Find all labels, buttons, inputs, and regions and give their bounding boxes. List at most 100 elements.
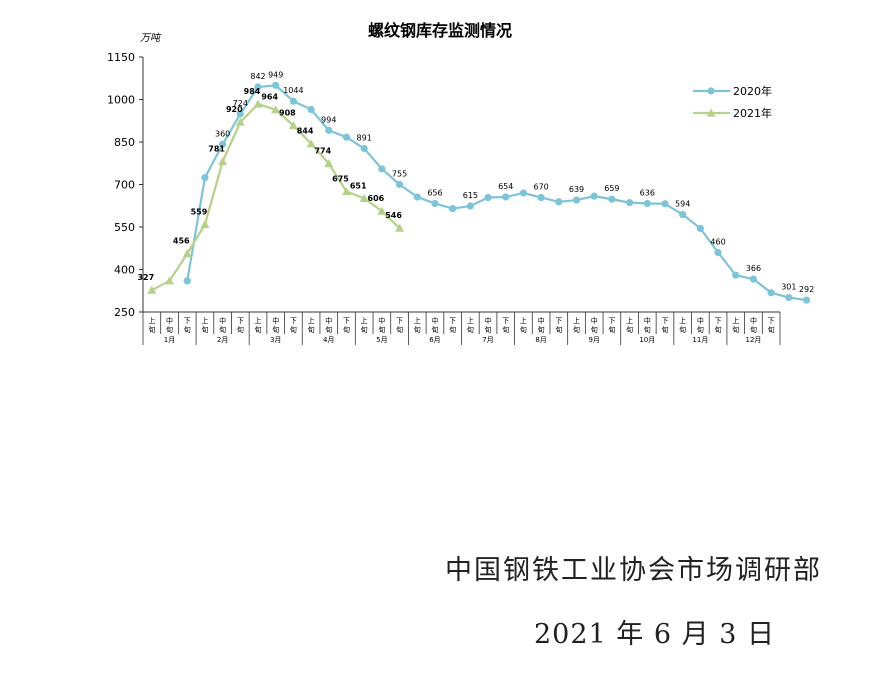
x-period-label: 旬 [573,325,580,334]
x-period-label: 下 [715,317,722,325]
chart-title: 螺纹钢库存监测情况 [368,21,512,40]
x-period-label: 旬 [697,325,704,334]
legend-marker-2020 [707,87,715,95]
data-label-2021: 908 [279,109,296,118]
data-label-2021: 675 [332,175,349,184]
x-period-label: 旬 [467,325,474,334]
data-label-2021: 844 [297,127,314,136]
y-tick-label: 850 [114,136,135,149]
data-label-2020: 366 [746,264,761,273]
data-point-2020 [785,293,793,302]
axes [139,56,781,345]
data-point-2020 [431,199,439,208]
data-point-2020 [696,224,704,233]
x-period-label: 旬 [520,325,527,334]
x-period-label: 旬 [272,325,279,334]
data-label-2021: 781 [208,145,225,154]
x-month-label: 5月 [376,336,387,344]
x-period-label: 中 [219,316,226,325]
x-period-label: 下 [449,317,456,325]
data-label-2020: 994 [321,115,336,124]
y-tick-label: 400 [114,264,135,277]
x-period-label: 旬 [219,325,226,334]
data-label-2020: 891 [357,134,372,143]
data-point-2020 [325,126,333,134]
data-point-2020 [236,110,244,118]
data-label-2020: 636 [640,188,655,197]
data-label-2021: 327 [137,273,154,282]
x-period-label: 中 [485,316,492,325]
x-period-label: 旬 [608,325,615,334]
x-period-label: 中 [538,316,545,325]
data-point-2020 [378,165,386,173]
x-period-label: 旬 [325,325,332,334]
x-period-label: 旬 [378,325,385,334]
data-point-2020 [608,195,616,203]
x-period-label: 上 [626,316,633,325]
data-point-2021 [324,159,334,168]
data-point-2020 [502,193,510,201]
data-point-2020 [625,199,634,207]
x-month-label: 7月 [482,336,493,344]
data-point-2020 [289,97,298,105]
data-point-2020 [342,133,351,141]
data-label-2021: 651 [350,181,367,190]
x-period-label: 旬 [768,325,775,334]
x-period-label: 旬 [449,325,456,334]
data-point-2020 [449,204,457,213]
x-period-label: 旬 [396,325,403,334]
data-label-2021: 984 [244,87,261,96]
x-period-label: 旬 [308,325,315,334]
data-point-2021 [341,187,351,196]
x-period-label: 中 [750,316,757,325]
x-period-label: 旬 [732,325,739,334]
data-point-2021 [377,206,387,215]
x-period-label: 下 [343,317,350,325]
data-point-2021 [271,105,281,114]
data-point-2020 [254,83,262,91]
x-period-label: 旬 [626,325,633,334]
x-period-label: 下 [608,317,615,325]
x-month-label: 9月 [588,336,599,344]
data-point-2021 [253,99,263,108]
x-month-label: 3月 [270,336,281,344]
data-label-2020: 360 [215,129,230,138]
organization-name: 中国钢铁工业协会市场调研部 [445,555,822,586]
x-period-label: 中 [325,316,332,325]
data-label-2020: 670 [533,183,548,192]
x-period-label: 旬 [555,325,562,334]
y-tick-labels: 250 400 550 700 850 1000 1150 [107,51,135,319]
x-month-label: 12月 [745,336,761,344]
data-point-2021 [288,121,298,130]
data-point-2020 [643,199,651,208]
data-point-2021 [306,139,316,148]
data-label-2021: 964 [261,93,278,102]
report-date: 2021 年 6 月 3 日 [534,619,775,650]
data-label-2020: 842 [250,72,265,81]
x-period-label: 中 [166,316,173,325]
x-month-label: 8月 [535,336,546,344]
data-point-2020 [395,180,404,189]
data-label-2020: 292 [799,285,814,294]
data-label-2021: 774 [314,147,331,156]
data-label-2020: 656 [427,188,442,197]
data-point-2020 [572,196,581,204]
x-period-label: 旬 [591,325,598,334]
data-point-2020 [802,296,811,304]
x-period-label: 旬 [431,325,438,334]
data-point-2021 [359,193,369,202]
x-period-label: 旬 [184,325,191,334]
y-axis-unit: 万吨 [140,32,162,44]
x-period-label: 上 [573,316,580,325]
x-period-label: 上 [308,316,315,325]
x-period-label: 上 [732,316,739,325]
x-period-label: 上 [148,316,155,325]
data-point-2020 [272,81,280,89]
x-period-label: 上 [255,316,262,325]
legend-label-2020: 2020年 [733,84,772,98]
x-period-label: 下 [768,317,775,325]
x-tick-labels: 上旬中旬下旬上旬中旬下旬上旬中旬下旬上旬中旬下旬上旬中旬下旬上旬中旬下旬上旬中旬… [148,316,774,344]
x-period-label: 旬 [414,325,421,334]
x-period-label: 下 [237,317,244,325]
data-label-2020: 659 [604,184,619,193]
